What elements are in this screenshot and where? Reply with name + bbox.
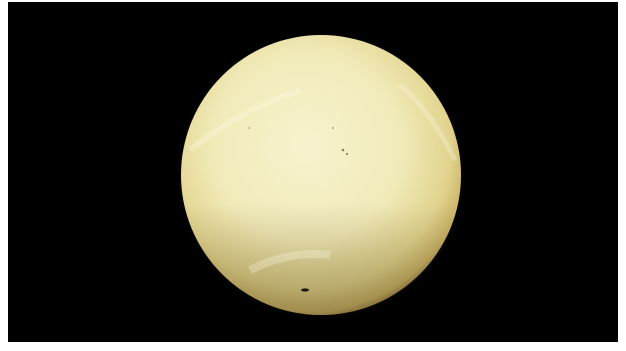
sunspot [332,127,334,129]
sunspot [301,288,309,292]
streak [398,83,458,162]
sunspot [345,152,349,156]
sunspot [341,148,345,152]
sunspot [248,127,250,129]
streak [248,250,331,274]
sun-texture [181,35,461,315]
streak [188,87,301,153]
limb-shade [181,35,461,315]
